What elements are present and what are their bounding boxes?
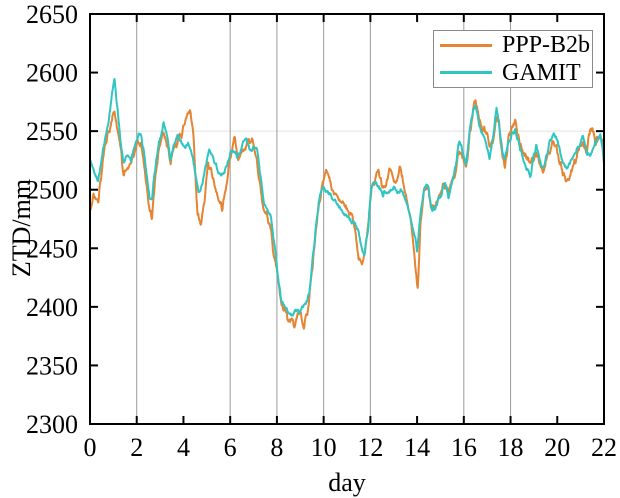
y-tick-label: 2400 xyxy=(26,293,78,322)
y-tick-label: 2350 xyxy=(26,351,78,380)
ppp-b2b-line-swatch xyxy=(440,43,492,47)
y-tick-label: 2550 xyxy=(26,117,78,146)
x-tick-label: 2 xyxy=(130,433,143,462)
x-tick-label: 20 xyxy=(544,433,570,462)
x-tick-label: 16 xyxy=(451,433,477,462)
legend-item-gamit: GAMIT xyxy=(434,59,592,86)
x-tick-label: 4 xyxy=(177,433,190,462)
y-tick-label: 2500 xyxy=(26,176,78,205)
x-tick-label: 10 xyxy=(311,433,337,462)
y-tick-label: 2450 xyxy=(26,234,78,263)
x-tick-label: 18 xyxy=(498,433,524,462)
x-axis-label: day xyxy=(328,468,366,497)
series-line-gamit xyxy=(89,77,605,317)
legend-item-ppp-b2b: PPP-B2b xyxy=(434,32,592,59)
plot-frame xyxy=(89,13,605,425)
legend: PPP-B2b GAMIT xyxy=(433,30,593,88)
x-tick-label: 22 xyxy=(591,433,617,462)
legend-label-gamit: GAMIT xyxy=(502,59,581,86)
y-tick-label: 2300 xyxy=(26,410,78,439)
legend-label-ppp-b2b: PPP-B2b xyxy=(502,32,591,59)
x-tick-label: 12 xyxy=(357,433,383,462)
x-tick-label: 6 xyxy=(224,433,237,462)
y-tick-label: 2600 xyxy=(26,59,78,88)
y-tick-label: 2650 xyxy=(26,0,78,29)
x-tick-label: 8 xyxy=(270,433,283,462)
gamit-line-swatch xyxy=(440,71,492,75)
x-tick-label: 0 xyxy=(84,433,97,462)
y-axis-label: ZTD/mm xyxy=(7,178,36,278)
x-tick-label: 14 xyxy=(404,433,430,462)
